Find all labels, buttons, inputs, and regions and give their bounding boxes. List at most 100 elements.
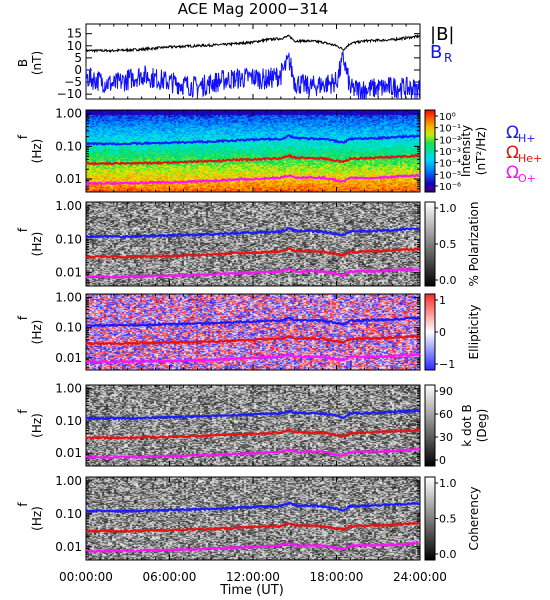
y-tick-label: 0.01 (55, 266, 82, 280)
legend-omega-he-plus-subscript: He+ (518, 152, 542, 165)
colorbar-tick-label: 30 (439, 431, 453, 444)
colorbar-tick-label: 10⁻³ (439, 147, 461, 158)
legend-omega-he-plus: Ω (506, 143, 519, 163)
colorbar-tick-label: 0.0 (439, 548, 457, 561)
h-plus-gyro-line (85, 316, 421, 328)
he-plus-gyro-line (85, 246, 421, 259)
y-axis-unit: (nT) (30, 51, 44, 75)
legend-omega-o-plus: Ω (506, 163, 519, 183)
y-tick-label: −10 (57, 87, 82, 101)
y-tick-label: 0.10 (55, 507, 82, 521)
h-plus-gyro-line (85, 501, 421, 514)
y-tick-label: 1.00 (55, 199, 82, 213)
y-tick-label: 0.01 (55, 351, 82, 365)
colorbar-tick-label: 0 (439, 454, 446, 467)
y-tick-label: 0.10 (55, 414, 82, 428)
k-dot-b-panel: 1.00 0.10 0.01 f(Hz) 90 60 30 0 k dot B (Deg) (16, 382, 489, 467)
ellipticity-colorbar (424, 293, 436, 371)
y-tick-label: 0.10 (55, 139, 82, 153)
y-tick-label: 10 (67, 39, 82, 53)
o-plus-gyro-line (85, 352, 421, 364)
coherency-colorbar (424, 476, 436, 561)
colorbar-tick-label: 0.0 (439, 274, 457, 287)
y-axis-label: f (16, 502, 30, 507)
legend-omega-h-plus: Ω (506, 123, 519, 143)
y-axis-label: f (16, 315, 30, 320)
colorbar-tick-label: 10⁻² (439, 135, 461, 146)
he-plus-gyro-line (85, 153, 421, 166)
colorbar-tick-label: 1 (439, 294, 446, 307)
colorbar-tick-label: 10⁰ (439, 112, 456, 123)
y-tick-label: 1.00 (55, 107, 82, 121)
b-r-line (85, 51, 421, 100)
y-tick-label: 1.00 (55, 290, 82, 304)
k-dot-b-colorbar (424, 384, 436, 467)
h-plus-gyro-line (85, 133, 421, 147)
intensity-colorbar (424, 109, 436, 193)
y-tick-label: 1.00 (55, 382, 82, 396)
he-plus-gyro-line (85, 334, 421, 346)
y-tick-label: 0.01 (55, 172, 82, 186)
coherency-panel: 1.00 0.10 0.01 f(Hz) 1.0 0.5 0.0 Coherency (16, 474, 481, 561)
y-tick-label: 15 (67, 27, 82, 41)
y-axis-unit: (Hz) (30, 413, 44, 438)
y-tick-label: 0.01 (55, 540, 82, 554)
percent-polarization-panel: 1.00 0.10 0.01 f(Hz) 1.0 0.5 0.0 % Polarization (16, 199, 481, 287)
o-plus-gyro-line (85, 173, 421, 186)
colorbar-tick-label: 10⁻⁴ (439, 159, 461, 170)
legend-omega-h-plus-subscript: H+ (518, 132, 536, 145)
legend-b-r-subscript: R (444, 51, 452, 65)
figure-title: ACE Mag 2000−314 (178, 0, 329, 18)
colorbar-unit: (nT²/Hz) (474, 127, 488, 175)
colorbar-tick-label: 10⁻⁵ (439, 170, 461, 181)
colorbar-label: Intensity (459, 125, 473, 177)
legend-b-total: |B| (430, 24, 454, 45)
colorbar-tick-label: 0 (439, 326, 446, 339)
y-axis-unit: (Hz) (30, 320, 44, 345)
x-tick-label: 18:00:00 (310, 570, 364, 584)
colorbar-tick-label: 90 (439, 385, 453, 398)
colorbar-tick-label: 10⁻¹ (439, 124, 461, 135)
y-tick-label: 5 (74, 51, 82, 65)
o-plus-gyro-line (85, 447, 421, 460)
legend-omega-o-plus-subscript: O+ (518, 172, 536, 185)
b-total-line (85, 33, 421, 54)
power-spectral-density-panel: 1.00 0.10 0.01 f(Hz) 10⁰10⁻¹10⁻²10⁻³10⁻⁴10⁻⁵… (16, 107, 542, 193)
y-tick-label: 0.01 (55, 446, 82, 460)
colorbar-label: % Polarization (467, 202, 481, 287)
y-tick-label: 0 (74, 63, 82, 77)
y-tick-label: 0.10 (55, 321, 82, 335)
colorbar-tick-label: 10⁻⁶ (439, 182, 461, 193)
colorbar-tick-label: 60 (439, 408, 453, 421)
colorbar-label: k dot B (460, 404, 474, 446)
x-tick-label: 06:00:00 (143, 570, 197, 584)
h-plus-gyro-line (85, 227, 421, 240)
colorbar-tick-label: 0.5 (439, 513, 457, 526)
he-plus-gyro-line (85, 521, 421, 534)
o-plus-gyro-line (85, 267, 421, 279)
y-tick-label: 1.00 (55, 474, 82, 488)
y-tick-label: 0.10 (55, 232, 82, 246)
x-tick-label: 12:00:00 (226, 570, 280, 584)
y-tick-label: −5 (64, 75, 82, 89)
spectrogram-image (86, 294, 420, 370)
colorbar-tick-label: 1.0 (439, 477, 457, 490)
y-axis-unit: (Hz) (30, 139, 44, 164)
y-axis-label: f (16, 227, 30, 232)
colorbar-unit: (Deg) (475, 409, 489, 443)
o-plus-gyro-line (86, 541, 421, 554)
colorbar-label: Coherency (467, 486, 481, 550)
y-axis-label: f (16, 409, 30, 414)
x-tick-label: 00:00:00 (59, 570, 113, 584)
y-axis-unit: (Hz) (30, 506, 44, 531)
he-plus-gyro-line (85, 427, 421, 441)
colorbar-tick-label: −1 (439, 358, 455, 371)
y-axis-unit: (Hz) (30, 232, 44, 257)
colorbar-label: Ellipticity (467, 305, 481, 360)
colorbar-tick-label: 1.0 (439, 202, 457, 215)
y-axis-label: B (16, 59, 30, 67)
x-tick-label: 24:00:00 (393, 570, 447, 584)
colorbar-tick-label: 0.5 (439, 238, 457, 251)
